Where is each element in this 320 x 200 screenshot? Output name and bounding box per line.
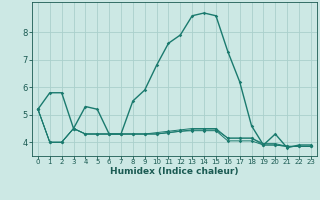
X-axis label: Humidex (Indice chaleur): Humidex (Indice chaleur) bbox=[110, 167, 239, 176]
